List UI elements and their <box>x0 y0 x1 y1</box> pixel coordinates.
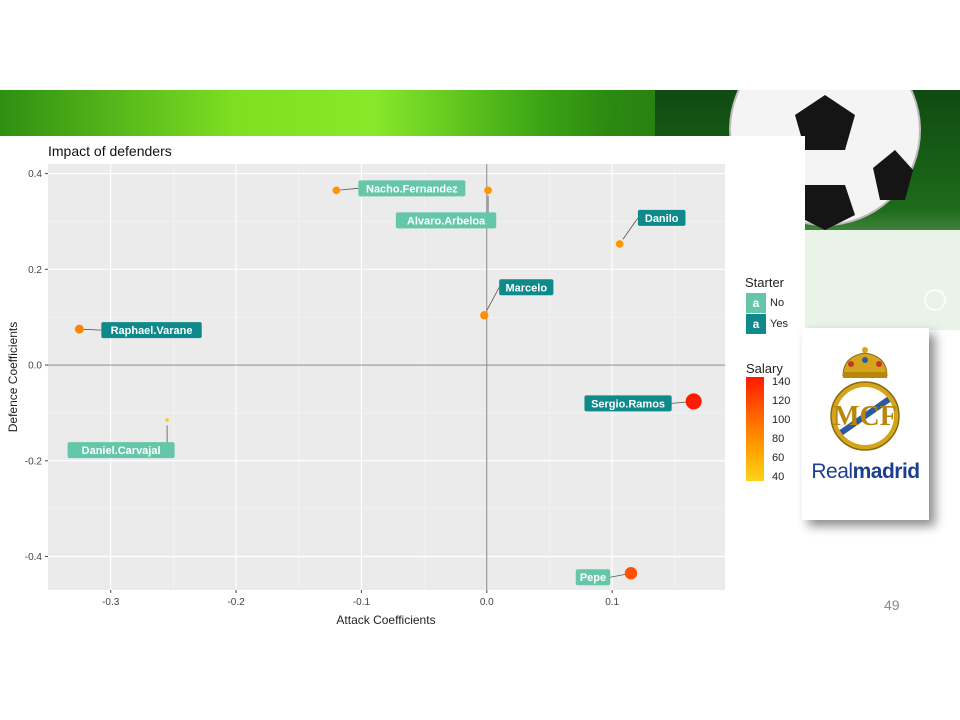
legend-salary-tick: 120 <box>772 395 791 407</box>
scatter-chart-panel: Impact of defenders -0.3 -0.2 -0.1 0.0 0.1 -0… <box>0 136 805 636</box>
data-label-box <box>101 322 202 339</box>
x-tick-label: -0.3 <box>102 597 120 608</box>
data-label: Marcelo <box>505 282 547 294</box>
data-label-box <box>575 569 611 586</box>
y-tick-label: 0.0 <box>28 361 42 372</box>
data-label-box <box>67 442 175 459</box>
data-label: Danilo <box>645 213 679 225</box>
wordmark-madrid: madrid <box>852 460 921 483</box>
y-axis-label: Defence Coefficients <box>6 322 20 433</box>
data-label-box <box>584 395 672 412</box>
data-label: Pepe <box>580 572 606 584</box>
y-tick-label: -0.2 <box>25 456 43 467</box>
data-point <box>332 186 341 195</box>
legend-starter-no-label: No <box>770 297 785 309</box>
data-point <box>615 240 624 248</box>
scatter-chart: Impact of defenders -0.3 -0.2 -0.1 0.0 0.1-0… <box>6 143 725 627</box>
data-label: Daniel.Carvajal <box>82 445 161 457</box>
data-label-box <box>637 209 686 226</box>
label-arrow <box>486 287 500 311</box>
wordmark-real: Real <box>811 460 853 483</box>
page-number: 49 <box>884 597 900 613</box>
axes: -0.3 -0.2 -0.1 0.0 0.1 -0.4 -0.2 0.0 0.2 0.4 <box>25 164 725 608</box>
label-arrow <box>610 573 628 578</box>
label-arrow <box>83 328 102 331</box>
chart-title: Impact of defenders <box>48 143 172 159</box>
data-labels: Nacho.Fernandez Alvaro.Arbeloa Danilo Marce… <box>67 180 686 586</box>
data-point <box>685 393 702 410</box>
y-tick-label: 0.4 <box>28 169 42 180</box>
data-point <box>624 567 638 580</box>
real-madrid-crest-icon: MCF <box>830 347 900 451</box>
x-tick-label: 0.1 <box>605 597 619 608</box>
legend-salary-tick: 140 <box>772 376 791 388</box>
real-madrid-wordmark: Realmadrid <box>802 460 929 484</box>
legend-starter-yes-key: a <box>746 314 766 334</box>
legend-salary-tick: 80 <box>772 433 785 445</box>
legend-starter-title: Starter <box>745 275 785 290</box>
svg-text:MCF: MCF <box>833 401 897 432</box>
legend-salary-title: Salary <box>746 361 783 376</box>
x-axis-label: Attack Coefficients <box>336 613 435 627</box>
data-label: Nacho.Fernandez <box>366 183 458 195</box>
data-point <box>484 186 492 195</box>
x-tick-label: -0.2 <box>227 597 245 608</box>
label-arrow <box>622 217 639 240</box>
x-tick-label: -0.1 <box>353 597 371 608</box>
data-label: Sergio.Ramos <box>591 398 665 410</box>
data-label-box <box>499 279 554 296</box>
legend-salary-tick: 40 <box>772 471 785 483</box>
legend-salary-tick: 100 <box>772 414 791 426</box>
y-tick-label: -0.4 <box>25 552 43 563</box>
legend-starter-yes-label: Yes <box>770 318 788 330</box>
data-label-box <box>395 212 497 229</box>
data-point <box>74 324 84 334</box>
data-points <box>74 186 702 580</box>
real-madrid-logo-card: MCF Realmadrid <box>802 328 929 520</box>
legend-starter-no-key: a <box>746 293 766 313</box>
label-arrow <box>340 187 359 191</box>
data-label-box <box>358 180 466 197</box>
x-tick-label: 0.0 <box>480 597 494 608</box>
data-point <box>480 311 489 320</box>
data-point <box>165 418 169 422</box>
data-label: Alvaro.Arbeloa <box>407 215 486 227</box>
plot-panel <box>48 164 725 590</box>
data-label: Raphael.Varane <box>111 325 193 337</box>
legend-salary-colorbar <box>746 377 764 481</box>
y-tick-label: 0.2 <box>28 265 42 276</box>
legend-salary-tick: 60 <box>772 452 785 464</box>
